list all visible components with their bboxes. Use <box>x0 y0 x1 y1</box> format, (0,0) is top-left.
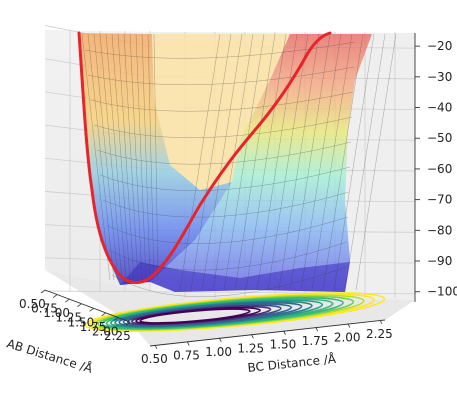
y-tick-mark <box>315 326 319 332</box>
z-tick-label: −30 <box>427 70 452 84</box>
mesh-line <box>105 216 349 244</box>
reaction-path <box>77 31 332 285</box>
x-tick-mark <box>40 289 46 294</box>
x-tick-mark <box>65 298 70 303</box>
mesh-line <box>300 33 342 291</box>
y-axis: 0.50 0.75 1.00 1.25 1.50 1.75 2.00 2.25 <box>141 319 393 366</box>
y-tick-mark <box>347 323 351 328</box>
mesh-line <box>223 33 265 291</box>
mesh-line <box>289 33 331 291</box>
surface <box>80 33 397 297</box>
x-tick-mark <box>89 307 94 312</box>
y-tick-label: 2.00 <box>334 331 361 345</box>
mesh-line <box>96 141 352 165</box>
contour-line <box>139 308 251 324</box>
mesh-line <box>123 33 139 281</box>
y-tick-label: 2.25 <box>366 327 393 341</box>
contour-projection <box>84 292 386 332</box>
mesh-line <box>245 33 287 291</box>
mesh-line <box>147 33 155 281</box>
mesh-line <box>87 33 115 281</box>
mesh-line <box>87 66 355 85</box>
mesh-line <box>355 33 397 291</box>
mesh-line <box>111 266 347 297</box>
surface-basin <box>120 262 350 292</box>
mesh-line <box>129 33 143 281</box>
y-tick-label: 1.00 <box>205 345 232 359</box>
y-tick-mark <box>186 341 190 346</box>
mesh-line <box>256 33 298 291</box>
x-tick-label: 1.00 <box>43 306 70 320</box>
z-axis: −20 −30 −40 −50 −60 −70 −80 −90 −100 <box>415 39 457 299</box>
mesh-line <box>201 33 243 291</box>
z-tick-label: −20 <box>427 39 452 53</box>
axis-lines <box>44 33 416 347</box>
mesh-line <box>333 33 375 291</box>
mesh-line <box>190 33 232 291</box>
mesh-line <box>81 33 111 281</box>
x-tick-label: 1.25 <box>55 311 82 325</box>
mesh-line <box>99 166 351 191</box>
y-tick-mark <box>154 344 158 350</box>
y-tick-label: 1.50 <box>270 338 297 352</box>
x-tick-mark <box>77 303 82 308</box>
y-tick-mark <box>251 334 254 339</box>
z-tick-label: −70 <box>427 193 452 207</box>
y-tick-label: 1.25 <box>237 341 264 355</box>
z-tick-label: −60 <box>427 162 452 176</box>
mesh-line <box>234 33 276 291</box>
mesh-line <box>344 33 386 291</box>
mesh-line <box>84 41 356 59</box>
x-tick-label: 0.50 <box>19 297 46 311</box>
mesh-line <box>93 33 119 281</box>
mesh-line <box>278 33 320 291</box>
x-tick-label: 2.25 <box>104 329 131 343</box>
y-tick-mark <box>218 337 222 343</box>
y-tick-label: 0.75 <box>173 348 200 362</box>
surface-mesh <box>81 33 397 297</box>
mesh-line <box>99 33 123 281</box>
mesh-line <box>153 33 159 281</box>
z-tick-label: −50 <box>427 131 452 145</box>
surface-valley <box>152 34 290 190</box>
x-tick-mark <box>113 317 119 321</box>
mesh-line <box>179 33 221 291</box>
mesh-line <box>311 33 353 291</box>
mesh-line <box>212 33 254 291</box>
mesh-line <box>102 191 350 218</box>
y-tick-mark <box>283 330 286 335</box>
y-tick-label: 1.75 <box>302 334 329 348</box>
mesh-line <box>93 116 353 138</box>
mesh-line <box>90 91 354 112</box>
y-tick-label: 0.50 <box>141 352 168 366</box>
surface-right-wall <box>150 34 372 292</box>
mesh-line <box>135 33 147 281</box>
mesh-line <box>108 241 348 271</box>
x-tick-label: 1.75 <box>80 320 107 334</box>
z-tick-label: −40 <box>427 101 452 115</box>
x-tick-label: 2.00 <box>92 324 119 338</box>
mesh-line <box>117 33 135 281</box>
x-tick-mark <box>52 294 58 298</box>
x-tick-label: 0.75 <box>31 302 58 316</box>
x-tick-mark <box>101 312 106 317</box>
x-axis: 0.500.751.001.251.501.752.002.25 <box>19 289 131 343</box>
y-tick-mark <box>379 319 383 325</box>
x-axis-label: AB Distance /Å <box>5 336 95 377</box>
z-tick-label: −80 <box>427 223 452 237</box>
mesh-line <box>105 33 127 281</box>
x-tick-label: 1.50 <box>68 315 95 329</box>
z-tick-label: −90 <box>427 254 452 268</box>
z-tick-label: −100 <box>427 285 457 299</box>
mesh-line <box>267 33 309 291</box>
x-tick-mark <box>125 321 131 326</box>
